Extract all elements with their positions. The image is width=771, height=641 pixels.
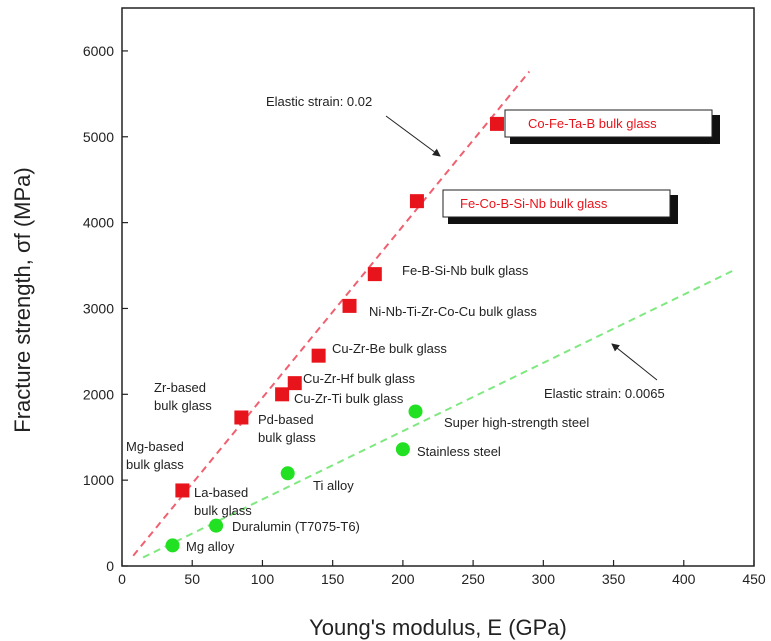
annotation-zr-based-2: bulk glass [154, 398, 212, 413]
annotation-pd-based-1: Pd-based [258, 412, 314, 427]
y-axis-title: Fracture strength, σf (MPa) [10, 167, 35, 432]
annotation-super-high-strength-steel: Super high-strength steel [444, 415, 589, 430]
annotation-elastic-strain-0.0065: Elastic strain: 0.0065 [544, 386, 665, 401]
alloy-point [165, 538, 180, 553]
x-axis-title: Young's modulus, E (GPa) [309, 615, 567, 640]
annotation-cu-zr-ti: Cu-Zr-Ti bulk glass [294, 391, 404, 406]
annotation-zr-based-1: Zr-based [154, 380, 206, 395]
x-tick-label: 150 [321, 571, 345, 587]
annotation-cu-zr-hf: Cu-Zr-Hf bulk glass [303, 371, 415, 386]
plot-frame [121, 7, 755, 567]
annotation-co-fe-ta-b: Co-Fe-Ta-B bulk glass [528, 116, 657, 131]
x-tick-label: 450 [742, 571, 766, 587]
alloy-point [395, 442, 410, 457]
bulk-glass-point [342, 298, 357, 313]
annotation-la-based-1: La-based [194, 485, 248, 500]
y-tick-label: 6000 [83, 43, 114, 59]
bulk-glass-point [234, 410, 249, 425]
annotation-ni-nb-ti-zr-co-cu: Ni-Nb-Ti-Zr-Co-Cu bulk glass [369, 304, 537, 319]
x-tick-label: 100 [251, 571, 275, 587]
annotation-ti-alloy: Ti alloy [313, 478, 354, 493]
annotation-duralumin: Duralumin (T7075-T6) [232, 519, 360, 534]
elastic-strain-line-1 [142, 269, 734, 559]
label-box-co-fe-ta-b [504, 109, 713, 138]
bulk-glass-point [275, 387, 290, 402]
y-tick-label: 4000 [83, 215, 114, 231]
bulk-glass-point [367, 267, 382, 282]
bulk-glass-point [287, 376, 302, 391]
elastic-strain-lines [132, 70, 734, 559]
label-box-fe-co-b-si-nb [442, 189, 671, 218]
annotation-fe-co-b-si-nb: Fe-Co-B-Si-Nb bulk glass [460, 196, 608, 211]
annotation-elastic-strain-0.02: Elastic strain: 0.02 [266, 94, 372, 109]
annotation-fe-b-si-nb: Fe-B-Si-Nb bulk glass [402, 263, 529, 278]
bulk-glass-point [489, 116, 504, 131]
x-tick-label: 400 [672, 571, 696, 587]
x-tick-label: 250 [461, 571, 485, 587]
y-tick-label: 3000 [83, 300, 114, 316]
y-tick-label: 5000 [83, 129, 114, 145]
y-tick-label: 2000 [83, 386, 114, 402]
bulk-glass-point [311, 348, 326, 363]
x-tick-label: 50 [184, 571, 200, 587]
x-tick-label: 0 [118, 571, 126, 587]
arrow-elastic-strain-0.02 [385, 115, 441, 157]
arrow-elastic-strain-0.0065 [611, 343, 658, 381]
x-axis-ticks: 0 50 100 150 200 250 300 350 400 450 [118, 560, 766, 587]
alloy-point [209, 518, 224, 533]
annotation-pd-based-2: bulk glass [258, 430, 316, 445]
annotation-la-based-2: bulk glass [194, 503, 252, 518]
y-tick-label: 1000 [83, 472, 114, 488]
x-tick-label: 350 [602, 571, 626, 587]
data-points [165, 116, 504, 553]
annotation-stainless-steel: Stainless steel [417, 444, 501, 459]
x-tick-label: 300 [532, 571, 556, 587]
y-tick-label: 0 [106, 558, 114, 574]
alloy-point [280, 466, 295, 481]
bulk-glass-point [409, 194, 424, 209]
annotation-mg-based-1: Mg-based [126, 439, 184, 454]
y-axis-ticks: 0 1000 2000 3000 4000 5000 6000 [83, 43, 128, 574]
bulk-glass-point [175, 483, 190, 498]
x-tick-label: 200 [391, 571, 415, 587]
annotation-mg-based-2: bulk glass [126, 457, 184, 472]
annotation-mg-alloy: Mg alloy [186, 539, 235, 554]
elastic-strain-line-0 [132, 70, 531, 557]
alloy-point [408, 404, 423, 419]
annotation-cu-zr-be: Cu-Zr-Be bulk glass [332, 341, 447, 356]
